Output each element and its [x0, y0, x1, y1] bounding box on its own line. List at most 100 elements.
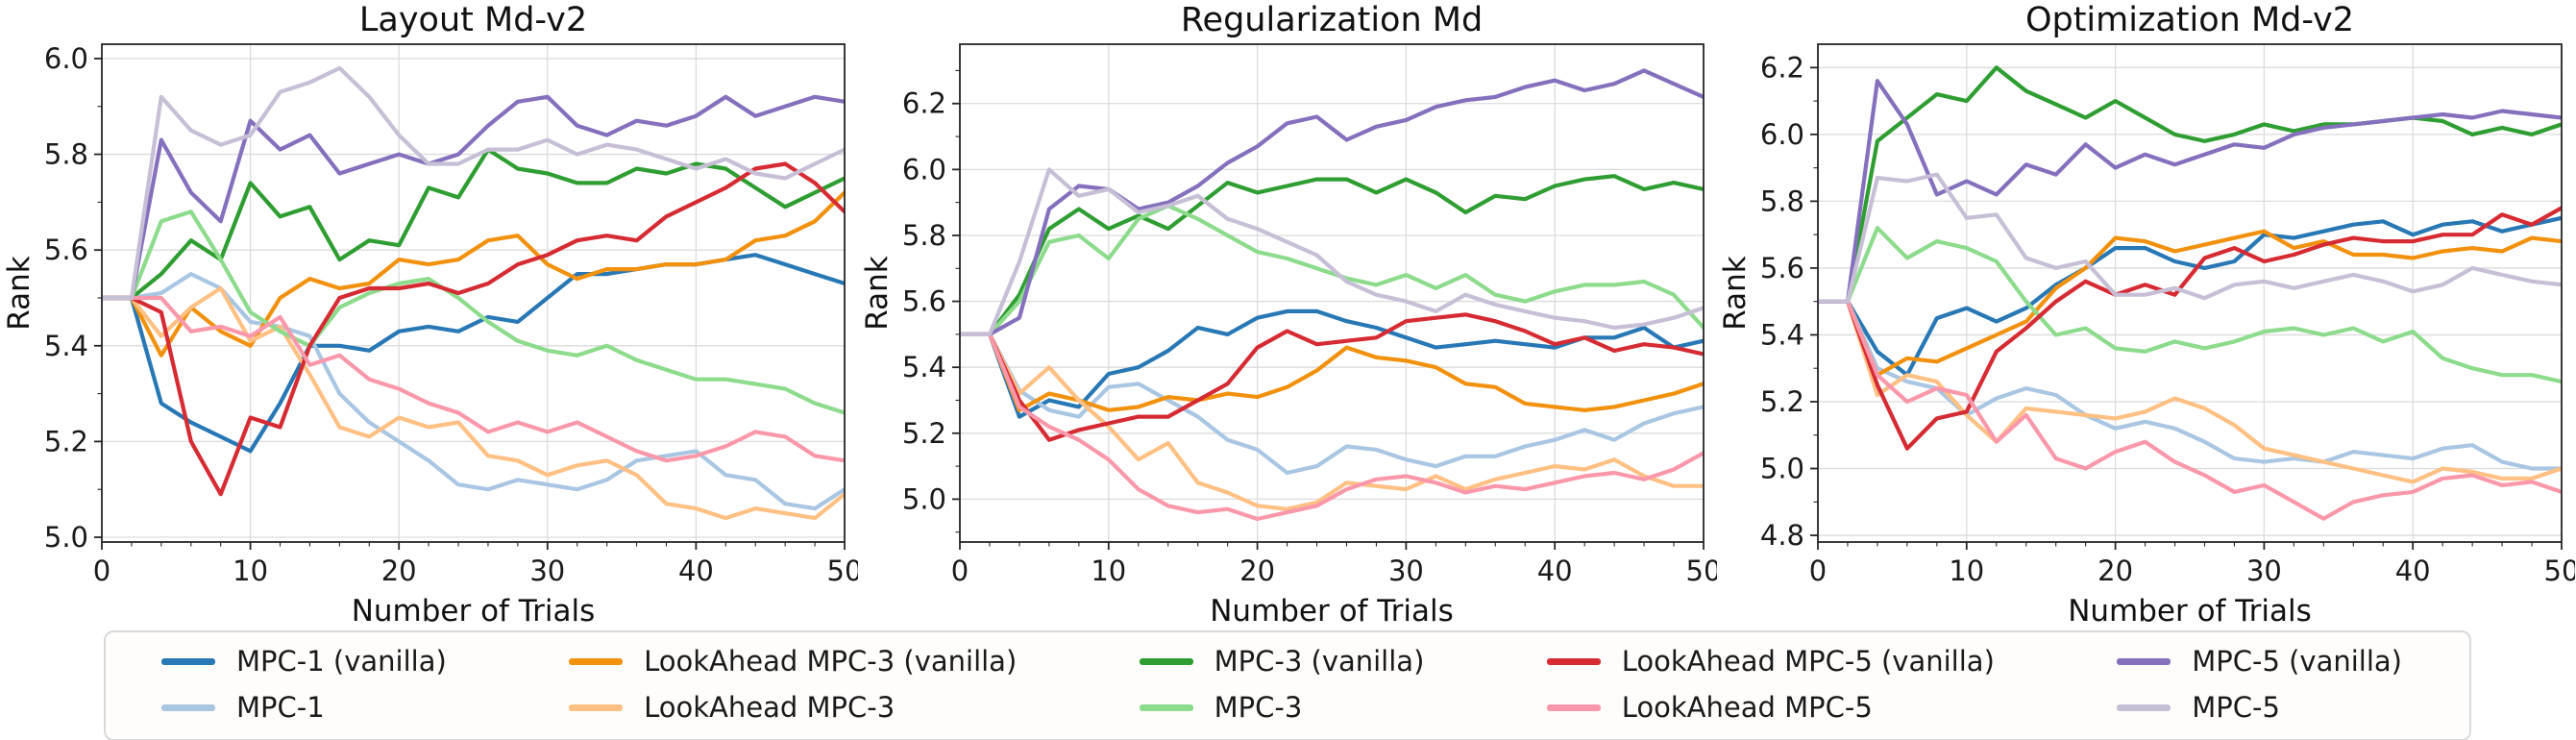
legend-label: MPC-5 (vanilla): [2192, 645, 2402, 678]
series-line-lookahead-mpc-5: [102, 295, 845, 463]
legend-swatch-lookahead-mpc-3: [569, 704, 624, 711]
y-tick-label: 5.2: [44, 425, 88, 457]
legend-label: LookAhead MPC-5: [1621, 691, 1873, 724]
series-line-mpc-3-vanilla: [102, 147, 845, 301]
legend-column: MPC-5 (vanilla) MPC-5: [2117, 645, 2402, 725]
x-tick-label: 40: [678, 555, 714, 587]
y-tick-label: 5.2: [902, 417, 946, 450]
series-line-mpc-3: [1818, 226, 2562, 384]
x-tick-label: 20: [2098, 555, 2133, 587]
legend-label: MPC-5: [2192, 691, 2280, 724]
legend-entry: LookAhead MPC-3: [569, 691, 1017, 725]
legend: MPC-1 (vanilla) MPC-1 LookAhead MPC-3 (v…: [104, 630, 2471, 740]
y-tick-label: 5.0: [44, 521, 88, 554]
y-tick-label: 5.8: [44, 138, 88, 171]
chart-layout-md-v2: 0 10 20 30 40 50 5.0 5.2 5.4 5.6 5.8 6.0 Layout Md-v…: [0, 0, 858, 627]
y-tick-label: 5.8: [902, 219, 946, 252]
legend-entry: MPC-3: [1139, 691, 1425, 725]
series-line-mpc-3: [960, 204, 1704, 336]
chart-title: Optimization Md-v2: [2025, 1, 2354, 39]
legend-entry: MPC-5 (vanilla): [2117, 645, 2402, 678]
series-group: [102, 65, 845, 521]
chart-canvas-optimization-md-v2: 0 10 20 30 40 50 4.8 5.0 5.2 5.4 5.6 5.8 6.0 6.2 Optim…: [1718, 1, 2575, 627]
y-tick-label: 5.6: [1760, 252, 1804, 284]
plot-border: [101, 43, 846, 543]
chart-canvas-regularization-md: 0 10 20 30 40 50 5.0 5.2 5.4 5.6 5.8 6.0 6.2 Regulari…: [860, 1, 1717, 627]
legend-entry: LookAhead MPC-5: [1546, 691, 1995, 725]
legend-entry: MPC-5: [2117, 691, 2402, 725]
legend-label: MPC-1 (vanilla): [236, 645, 447, 678]
legend-column: LookAhead MPC-5 (vanilla) LookAhead MPC-…: [1546, 645, 1995, 725]
legend-label: MPC-1: [236, 691, 325, 724]
x-tick-label: 10: [1091, 555, 1126, 587]
series-line-mpc-1-vanilla: [1818, 215, 2562, 378]
y-tick-label: 5.8: [1760, 185, 1804, 217]
series-line-lookahead-mpc-3: [102, 285, 845, 521]
legend-column: MPC-1 (vanilla) MPC-1: [161, 645, 447, 725]
legend-label: LookAhead MPC-3 (vanilla): [644, 645, 1018, 678]
series-line-mpc-3: [102, 210, 845, 415]
series-line-lookahead-mpc-3-vanilla: [1818, 229, 2562, 378]
legend-label: LookAhead MPC-5 (vanilla): [1621, 645, 1995, 678]
series-line-lookahead-mpc-3: [960, 332, 1704, 511]
x-tick-label: 50: [827, 555, 858, 587]
legend-swatch-mpc-3-vanilla: [1139, 658, 1193, 665]
legend-entry: MPC-3 (vanilla): [1139, 645, 1424, 678]
legend-swatch-mpc-5: [2117, 704, 2171, 711]
chart-optimization-md-v2: 0 10 20 30 40 50 4.8 5.0 5.2 5.4 5.6 5.8 6.0 6.2 Optim…: [1716, 0, 2575, 627]
y-tick-label: 6.0: [1760, 118, 1804, 151]
legend-entry: LookAhead MPC-5 (vanilla): [1546, 645, 1995, 678]
series-group: [1818, 65, 2562, 521]
legend-swatch-mpc-1-vanilla: [161, 658, 215, 665]
y-tick-label: 6.0: [44, 42, 88, 75]
legend-swatch-mpc-1: [161, 704, 215, 711]
plot-border: [959, 43, 1705, 543]
x-tick-label: 50: [1686, 555, 1717, 587]
y-tick-label: 5.0: [1760, 453, 1804, 485]
y-tick-label: 5.6: [902, 285, 946, 318]
x-tick-label: 10: [1949, 555, 1984, 587]
x-tick-label: 0: [951, 555, 969, 587]
series-line-mpc-3-vanilla: [1818, 65, 2562, 304]
series-line-lookahead-mpc-3-vanilla: [960, 332, 1704, 412]
x-tick-label: 40: [1537, 555, 1573, 587]
legend-entry: MPC-1: [161, 691, 447, 725]
x-tick-label: 0: [93, 555, 110, 587]
chart-canvas-layout-md-v2: 0 10 20 30 40 50 5.0 5.2 5.4 5.6 5.8 6.0 Layout Md-v…: [2, 1, 858, 627]
series-line-mpc-5: [1818, 172, 2562, 304]
y-tick-label: 6.2: [1760, 51, 1804, 84]
series-line-mpc-5: [960, 167, 1704, 336]
x-tick-label: 10: [233, 555, 268, 587]
series-line-mpc-5-vanilla: [102, 94, 845, 301]
x-tick-label: 0: [1809, 555, 1827, 587]
x-axis-label: Number of Trials: [352, 594, 596, 627]
series-line-mpc-1: [960, 332, 1704, 476]
y-tick-label: 5.4: [902, 351, 946, 383]
series-line-lookahead-mpc-5-vanilla: [102, 161, 845, 497]
legend-entry: MPC-1 (vanilla): [161, 645, 447, 678]
charts-row: 0 10 20 30 40 50 5.0 5.2 5.4 5.6 5.8 6.0 Layout Md-v…: [0, 0, 2575, 627]
chart-regularization-md: 0 10 20 30 40 50 5.0 5.2 5.4 5.6 5.8 6.0 6.2 Regulari…: [858, 0, 1717, 627]
legend-column: LookAhead MPC-3 (vanilla) LookAhead MPC-…: [569, 645, 1017, 725]
y-tick-label: 5.2: [1760, 385, 1804, 418]
series-line-mpc-5: [102, 65, 845, 301]
y-tick-label: 5.6: [44, 234, 88, 266]
series-line-mpc-3-vanilla: [960, 174, 1704, 336]
x-tick-label: 30: [529, 555, 565, 587]
series-line-lookahead-mpc-5: [960, 332, 1704, 522]
x-tick-label: 40: [2395, 555, 2431, 587]
y-tick-label: 5.4: [44, 330, 88, 362]
legend-swatch-mpc-5-vanilla: [2117, 658, 2171, 665]
series-line-mpc-5-vanilla: [960, 68, 1704, 336]
plot-border: [1817, 43, 2563, 543]
x-tick-label: 30: [1388, 555, 1424, 587]
y-axis-label: Rank: [1718, 256, 1753, 331]
legend-column: MPC-3 (vanilla) MPC-3: [1139, 645, 1425, 725]
legend-swatch-lookahead-mpc-3-vanilla: [569, 658, 624, 665]
legend-swatch-lookahead-mpc-5-vanilla: [1546, 658, 1601, 665]
series-group: [960, 68, 1704, 522]
series-line-lookahead-mpc-5-vanilla: [1818, 206, 2562, 451]
series-line-lookahead-mpc-3: [1818, 299, 2562, 484]
chart-title: Regularization Md: [1181, 1, 1483, 39]
